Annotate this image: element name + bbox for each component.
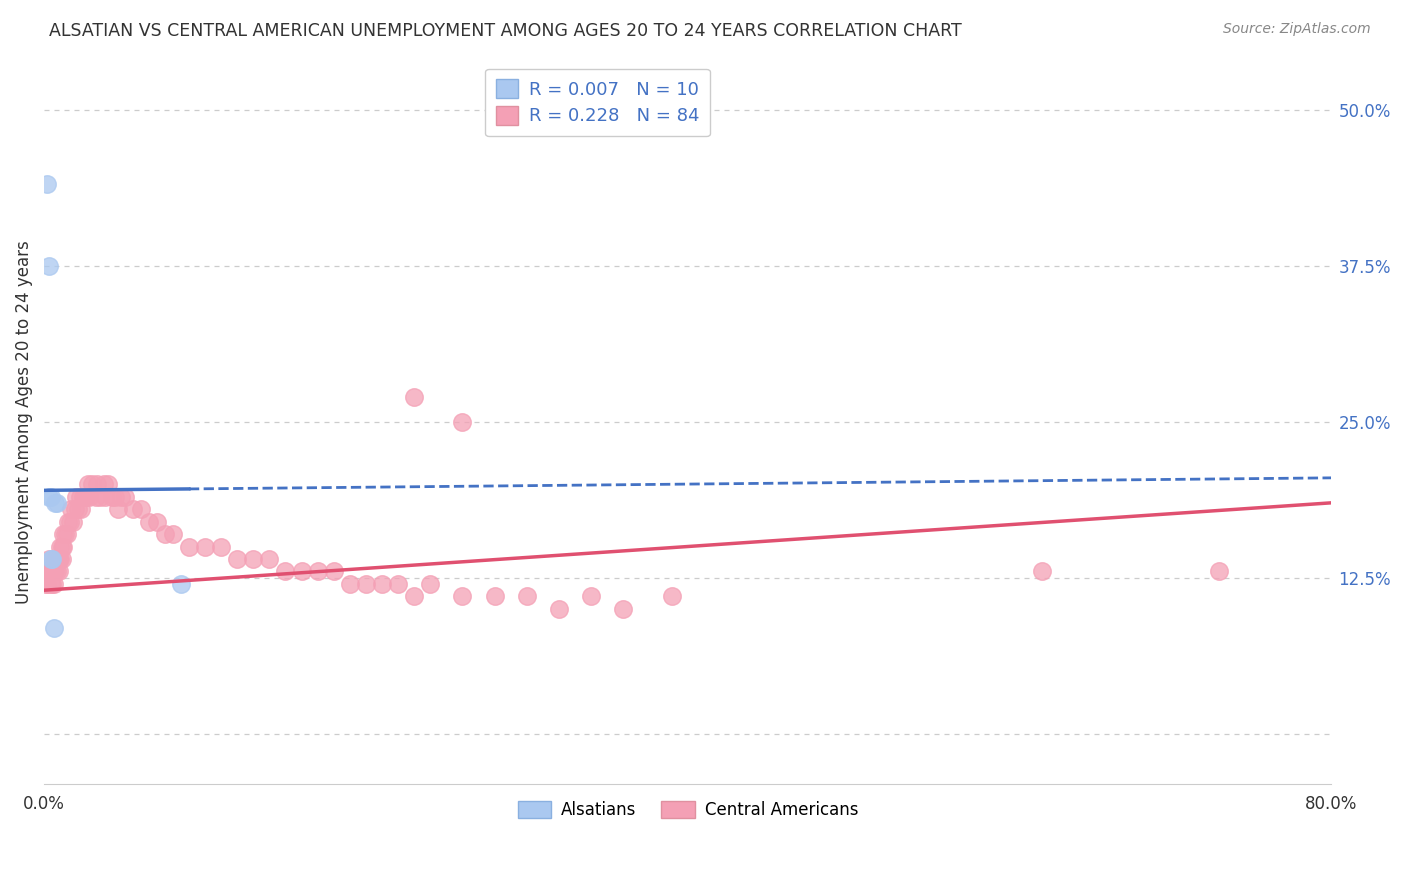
Legend: Alsatians, Central Americans: Alsatians, Central Americans [510, 795, 865, 826]
Point [69, 490, 91, 504]
Point [62, 515, 84, 529]
Point [39, 552, 62, 566]
Point [89, 490, 111, 504]
Point [129, 502, 152, 516]
Point [94, 490, 117, 504]
Point [53, 527, 76, 541]
Point [37, 178, 59, 192]
Point [48, 552, 70, 566]
Point [44, 565, 66, 579]
Point [39, 490, 62, 504]
Point [46, 565, 69, 579]
Point [51, 540, 73, 554]
Point [661, 590, 683, 604]
Point [82, 477, 104, 491]
Point [52, 540, 75, 554]
Point [114, 490, 136, 504]
Text: Source: ZipAtlas.com: Source: ZipAtlas.com [1223, 22, 1371, 37]
Point [42, 565, 65, 579]
Point [404, 390, 426, 404]
Point [371, 577, 394, 591]
Point [484, 590, 506, 604]
Point [58, 515, 80, 529]
Point [49, 552, 72, 566]
Point [419, 577, 441, 591]
Point [322, 565, 344, 579]
Point [93, 477, 115, 491]
Point [121, 502, 143, 516]
Point [70, 502, 93, 516]
Point [177, 540, 200, 554]
Point [153, 527, 176, 541]
Y-axis label: Unemployment Among Ages 20 to 24 years: Unemployment Among Ages 20 to 24 years [15, 240, 32, 604]
Point [451, 590, 474, 604]
Point [38, 552, 60, 566]
Point [42, 621, 65, 635]
Point [612, 602, 634, 616]
Point [404, 590, 426, 604]
Point [145, 515, 167, 529]
Point [259, 552, 281, 566]
Point [354, 577, 377, 591]
Point [548, 602, 571, 616]
Point [44, 496, 66, 510]
Point [1031, 565, 1053, 579]
Point [65, 490, 87, 504]
Point [75, 490, 97, 504]
Point [41, 565, 63, 579]
Point [38, 259, 60, 273]
Point [77, 490, 100, 504]
Point [194, 540, 217, 554]
Point [170, 577, 193, 591]
Point [107, 502, 129, 516]
Point [41, 552, 63, 566]
Point [387, 577, 409, 591]
Point [339, 577, 361, 591]
Point [63, 502, 86, 516]
Point [73, 490, 96, 504]
Point [37, 577, 59, 591]
Point [110, 490, 132, 504]
Point [59, 515, 82, 529]
Point [44, 552, 66, 566]
Point [516, 590, 538, 604]
Point [76, 477, 98, 491]
Point [290, 565, 312, 579]
Point [66, 502, 89, 516]
Text: ALSATIAN VS CENTRAL AMERICAN UNEMPLOYMENT AMONG AGES 20 TO 24 YEARS CORRELATION : ALSATIAN VS CENTRAL AMERICAN UNEMPLOYMEN… [49, 22, 962, 40]
Point [51, 552, 73, 566]
Point [48, 565, 70, 579]
Point [451, 415, 474, 429]
Point [209, 540, 232, 554]
Point [46, 496, 69, 510]
Point [38, 490, 60, 504]
Point [274, 565, 297, 579]
Point [55, 527, 77, 541]
Point [60, 502, 83, 516]
Point [38, 565, 60, 579]
Point [84, 490, 107, 504]
Point [1208, 565, 1230, 579]
Point [42, 577, 65, 591]
Point [97, 477, 120, 491]
Point [307, 565, 329, 579]
Point [72, 490, 94, 504]
Point [579, 590, 602, 604]
Point [49, 540, 72, 554]
Point [242, 552, 264, 566]
Point [104, 490, 127, 504]
Point [41, 577, 63, 591]
Point [226, 552, 249, 566]
Point [46, 552, 69, 566]
Point [37, 565, 59, 579]
Point [138, 515, 160, 529]
Point [100, 490, 122, 504]
Point [35, 577, 58, 591]
Point [52, 527, 75, 541]
Point [39, 565, 62, 579]
Point [86, 477, 108, 491]
Point [39, 577, 62, 591]
Point [162, 527, 184, 541]
